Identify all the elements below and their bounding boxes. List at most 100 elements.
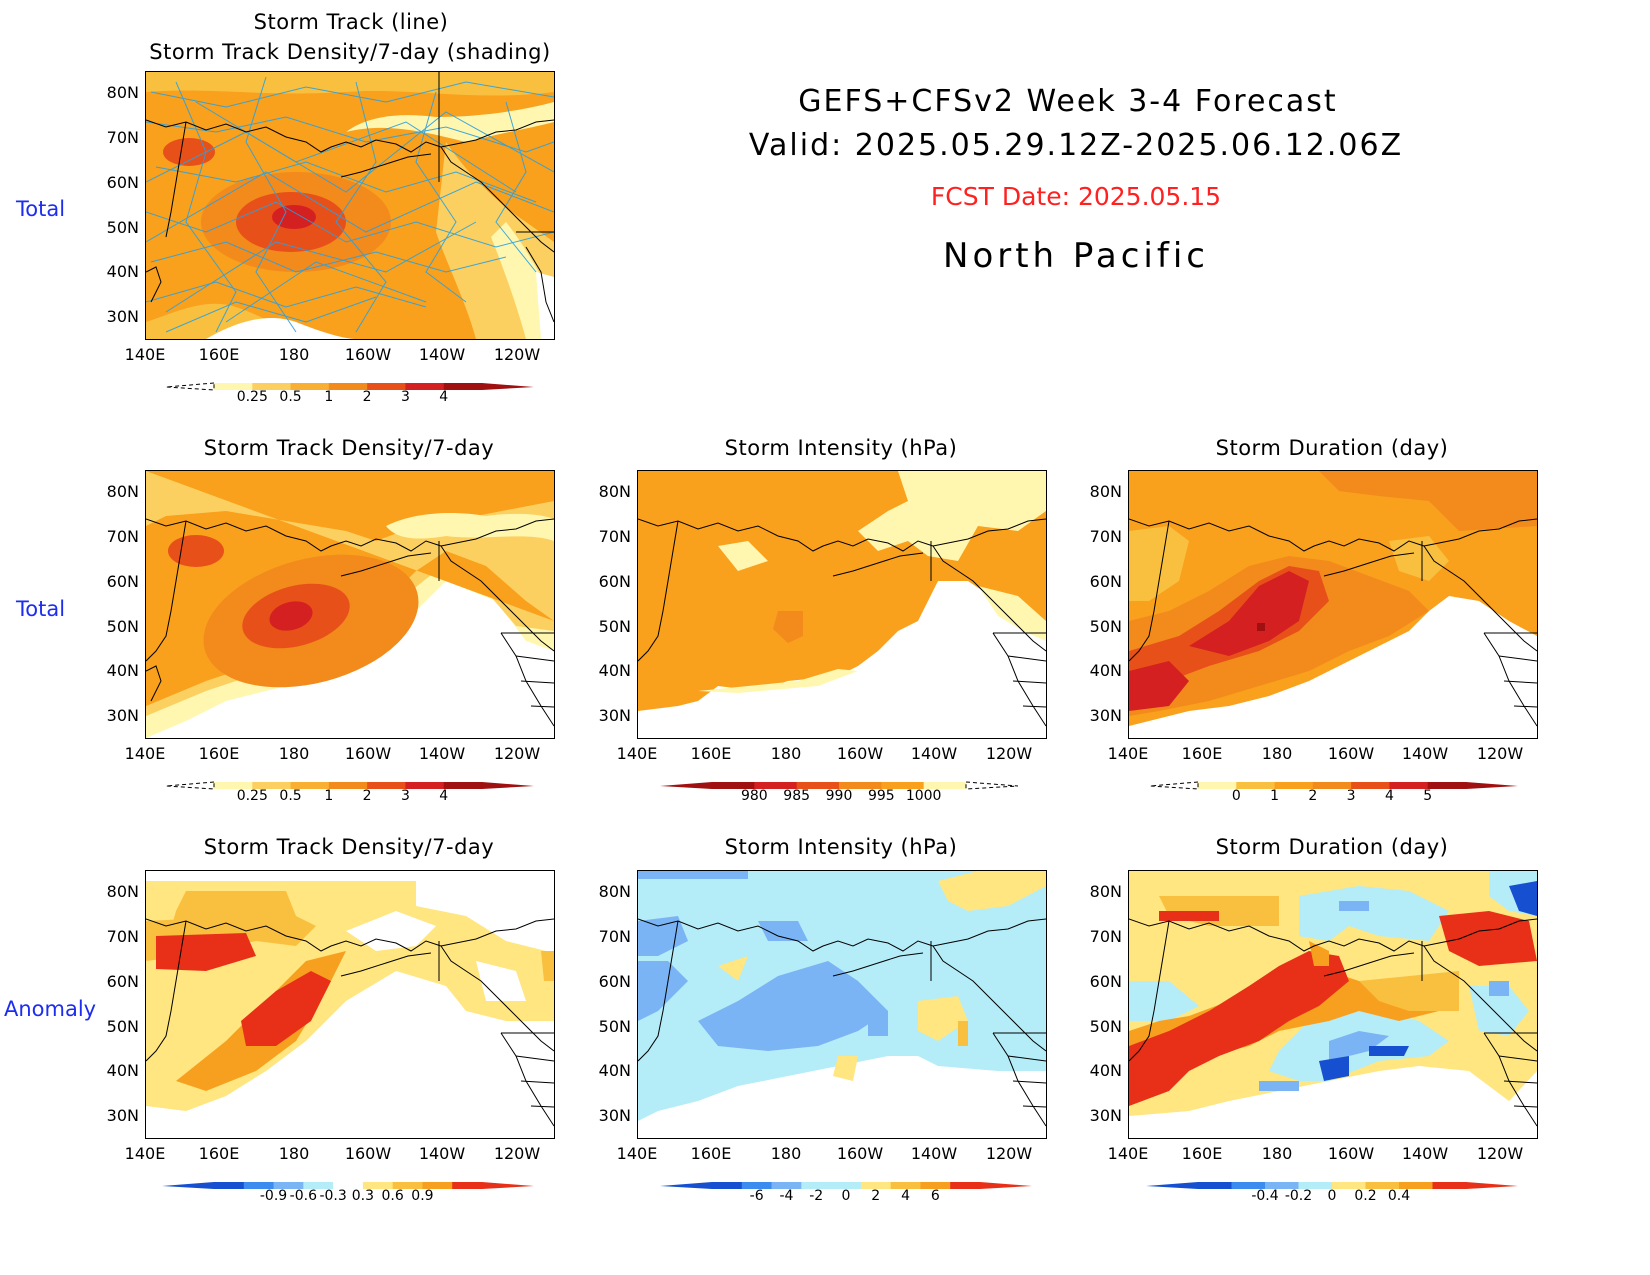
y-tick-label: 60N <box>598 572 631 591</box>
colorbar-label: 0.6 <box>381 1188 404 1204</box>
colorbar-swatch <box>1198 1182 1232 1189</box>
density-total-svg <box>146 471 554 738</box>
x-tick-label: 180 <box>278 744 310 763</box>
colorbar-swatch <box>214 383 253 390</box>
colorbar-swatch <box>452 1182 483 1189</box>
colorbar-swatch <box>290 782 330 789</box>
r2c3-title: Storm Duration (day) <box>1215 436 1449 460</box>
colorbar-label: 0 <box>1327 1188 1337 1204</box>
colorbar-extend-right <box>482 782 534 789</box>
r2c2-title: Storm Intensity (hPa) <box>724 436 958 460</box>
colorbar-label: 990 <box>825 788 853 804</box>
colorbar-swatch <box>405 383 445 390</box>
y-tick-label: 70N <box>106 128 139 147</box>
y-tick-label: 80N <box>106 882 139 901</box>
valid-range: Valid: 2025.05.29.12Z-2025.06.12.06Z <box>748 128 1404 163</box>
colorbar-label: 3 <box>400 389 410 405</box>
colorbar-label: 0.3 <box>351 1188 374 1204</box>
y-tick-label: 30N <box>106 706 139 725</box>
colorbar-swatch <box>839 782 882 789</box>
intensity-anomaly-svg <box>638 871 1046 1138</box>
colorbar-label: 4 <box>901 1188 910 1204</box>
y-tick-label: 30N <box>598 706 631 725</box>
y-tick-label: 40N <box>106 1061 139 1080</box>
colorbar-extend-right <box>482 383 534 390</box>
colorbar-swatch <box>333 1182 364 1189</box>
colorbar-swatch <box>712 1182 743 1189</box>
colorbar-extend-right <box>482 1182 534 1189</box>
x-tick-label: 120W <box>493 1144 541 1163</box>
intensity_anom-colorbar <box>660 1182 1032 1189</box>
top-panel-title-2: Storm Track Density/7-day (shading) <box>149 40 551 64</box>
colorbar-swatch <box>950 1182 981 1189</box>
colorbar-swatch <box>328 782 368 789</box>
row-label-1: Total <box>16 197 66 221</box>
x-tick-label: 160E <box>198 1144 240 1163</box>
density-anomaly-svg <box>146 871 554 1138</box>
y-tick-label: 50N <box>106 218 139 237</box>
x-tick-label: 180 <box>278 1144 310 1163</box>
colorbar-extend-right <box>1466 782 1518 789</box>
y-tick-label: 60N <box>1089 972 1122 991</box>
map-density-anomaly <box>145 870 555 1139</box>
colorbar-label: 0.5 <box>279 788 302 804</box>
colorbar-swatch <box>1389 782 1429 789</box>
y-tick-label: 60N <box>1089 572 1122 591</box>
colorbar-swatch <box>405 782 445 789</box>
colorbar-label: 4 <box>439 389 449 405</box>
density-colorbar <box>165 382 534 391</box>
colorbar-label: -0.4 <box>1251 1188 1279 1204</box>
x-tick-label: 180 <box>1261 1144 1293 1163</box>
colorbar-swatch <box>243 1182 275 1189</box>
colorbar-label: 2 <box>362 389 372 405</box>
colorbar-swatch <box>252 782 292 789</box>
r3c2-title: Storm Intensity (hPa) <box>724 835 958 859</box>
duration-total-svg <box>1129 471 1537 738</box>
map-intensity-total <box>637 470 1047 739</box>
x-tick-label: 160E <box>198 744 240 763</box>
y-tick-label: 80N <box>598 482 631 501</box>
colorbar-swatch <box>1265 1182 1299 1189</box>
r3c3-title: Storm Duration (day) <box>1215 835 1449 859</box>
colorbar-label: 0.25 <box>236 788 268 804</box>
x-tick-label: 140E <box>1107 1144 1149 1163</box>
colorbar-swatch <box>712 782 755 789</box>
colorbar-label: -4 <box>779 1188 794 1204</box>
x-tick-label: 140E <box>124 345 166 364</box>
colorbar-label: 6 <box>930 1188 940 1204</box>
colorbar-swatch <box>252 383 292 390</box>
x-tick-label: 140W <box>418 345 466 364</box>
x-tick-label: 160E <box>690 1144 732 1163</box>
density_anom-colorbar <box>162 1182 534 1189</box>
map-duration-total <box>1128 470 1538 739</box>
colorbar-label: 2 <box>362 788 372 804</box>
colorbar-extend-left-dashed <box>165 781 215 790</box>
colorbar-extend-left <box>660 782 712 789</box>
x-tick-label: 140W <box>418 1144 466 1163</box>
colorbar-label: 0.5 <box>279 389 302 405</box>
x-tick-label: 120W <box>985 744 1033 763</box>
x-tick-label: 140E <box>124 1144 166 1163</box>
colorbar-swatch <box>1427 782 1467 789</box>
intensity-colorbar <box>660 781 1018 790</box>
y-tick-label: 50N <box>598 617 631 636</box>
x-tick-label: 140W <box>910 744 958 763</box>
y-tick-label: 60N <box>106 972 139 991</box>
x-tick-label: 140W <box>910 1144 958 1163</box>
colorbar-label: 995 <box>867 788 895 804</box>
colorbar-swatch <box>796 782 840 789</box>
x-tick-label: 140W <box>1401 744 1449 763</box>
duration-anomaly-svg <box>1129 871 1537 1138</box>
colorbar-swatch <box>1312 782 1352 789</box>
row-label-3: Anomaly <box>4 997 97 1021</box>
colorbar-swatch <box>860 1182 892 1189</box>
colorbar-extend-right-dashed <box>965 781 1018 790</box>
colorbar-swatch <box>754 782 798 789</box>
colorbar-swatch <box>890 1182 921 1189</box>
x-tick-label: 180 <box>1261 744 1293 763</box>
x-tick-label: 160W <box>836 1144 884 1163</box>
x-tick-label: 120W <box>985 1144 1033 1163</box>
x-tick-label: 120W <box>493 345 541 364</box>
y-tick-label: 70N <box>106 927 139 946</box>
y-tick-label: 30N <box>1089 1106 1122 1125</box>
